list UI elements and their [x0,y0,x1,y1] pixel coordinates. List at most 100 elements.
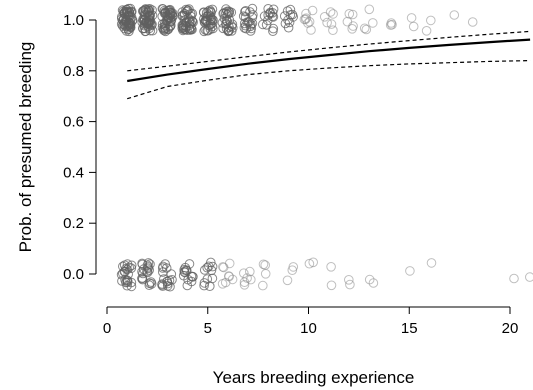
data-point [347,9,358,20]
data-point [319,11,330,22]
y-tick-label: 0.6 [63,114,84,131]
data-point [120,7,130,17]
data-point [245,26,256,36]
data-point [181,4,191,15]
x-tick-label: 5 [204,320,212,337]
fit-lines [127,30,531,100]
data-point [123,269,133,280]
axes: 0 5 10 15 20 0.0 0.2 0.4 0.6 0.8 1.0 [63,12,518,337]
data-point [116,19,127,29]
scatter-points [116,3,533,292]
data-point [145,278,155,289]
data-point [240,6,251,16]
data-point [279,11,290,21]
data-point [241,23,251,34]
data-point [122,264,132,275]
data-point [525,272,533,282]
data-point [301,13,312,24]
data-point [145,259,155,270]
data-point [359,23,370,34]
data-point [202,262,212,273]
y-tick-label: 0.0 [63,266,84,283]
data-point [364,274,375,285]
data-point [426,15,436,26]
data-point [301,8,311,19]
data-point [509,273,519,284]
x-axis-label: Years breeding experience [213,368,415,387]
data-point [408,21,419,32]
data-point [217,279,228,289]
data-point [206,7,216,18]
data-point [120,266,130,277]
data-point [146,277,156,287]
data-point [328,25,338,36]
data-point [348,21,358,31]
data-point [224,7,235,17]
data-point [246,274,256,285]
data-point [205,281,215,292]
data-point [307,5,318,16]
data-point [385,20,396,30]
data-point [326,19,337,29]
data-point [368,18,378,28]
data-point [247,3,258,14]
data-point [288,262,299,272]
data-point [224,258,235,269]
data-point [268,12,279,22]
data-point [258,280,268,291]
data-point [146,20,157,31]
data-point [207,261,218,272]
data-point [322,17,332,28]
data-point [160,259,170,269]
confidence-band-line [127,60,531,100]
data-point [137,273,148,283]
data-point [263,10,274,20]
data-point [265,8,275,19]
data-point [283,22,294,33]
data-point [226,21,237,32]
data-point [364,4,375,15]
data-point [157,22,168,33]
data-point [138,6,149,16]
data-point [160,20,170,31]
y-axis-label: Prob. of presumed breeding [16,42,35,253]
data-point [326,280,337,291]
x-tick-label: 0 [103,320,111,337]
data-point [361,24,372,35]
y-tick-label: 0.8 [63,63,84,80]
data-point [260,260,271,270]
data-point [124,7,135,18]
data-point [406,13,417,23]
data-point [224,271,234,282]
data-point [328,9,338,19]
data-point [159,25,169,36]
data-point [345,279,355,290]
data-point [239,280,250,290]
data-point [140,4,150,15]
data-point [126,277,137,288]
confidence-band-line [127,30,531,72]
data-point [248,10,258,20]
data-point [144,265,154,275]
data-point [219,13,230,24]
data-point [125,3,136,14]
data-point [239,23,250,33]
data-point [426,258,437,268]
data-point [188,272,198,282]
data-point [147,25,158,36]
data-point [300,14,311,25]
x-tick-label: 10 [300,320,317,337]
data-point [304,258,315,269]
data-point [282,6,293,16]
data-point [163,15,173,25]
data-point [260,269,271,279]
data-point [186,276,197,287]
data-point [325,7,336,17]
data-point [245,266,255,277]
data-point [180,24,191,35]
data-point [344,9,355,19]
data-point [137,267,147,277]
data-point [160,26,171,37]
data-point [258,259,269,270]
